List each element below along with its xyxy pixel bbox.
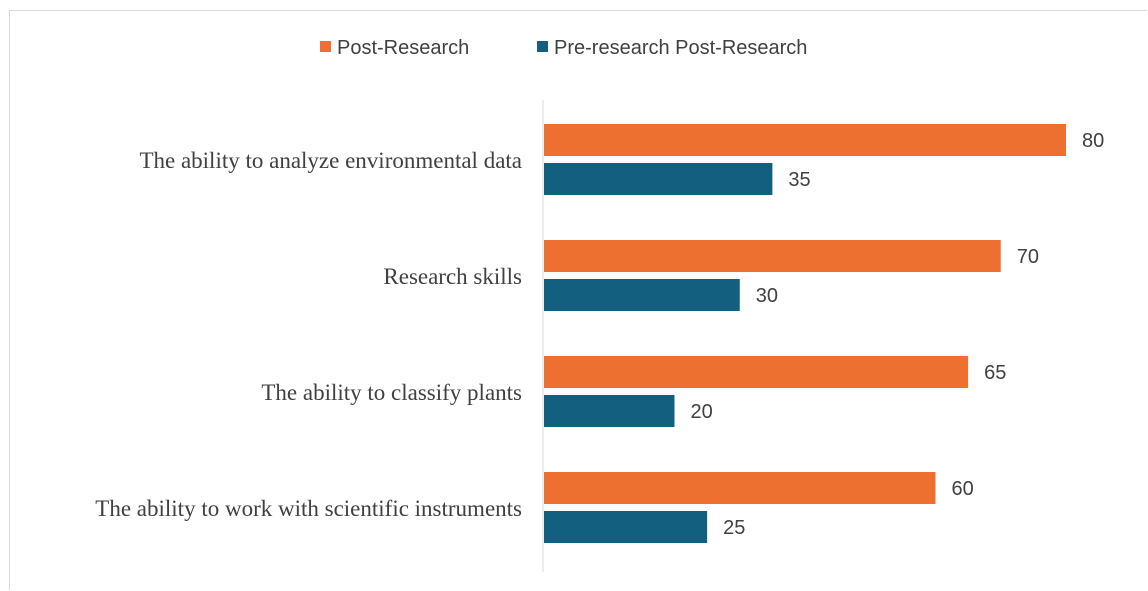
value-label-post-research-research-skills: 70: [1017, 246, 1039, 268]
category-label-research-skills: Research skills: [383, 264, 522, 289]
bar-pre-research-post-research-research-skills: [544, 279, 740, 311]
value-label-pre-research-post-research-the-ability-to-work-with-scientific-instruments: 25: [723, 517, 745, 539]
legend-label-post-research: Post-Research: [337, 37, 469, 59]
category-label-the-ability-to-classify-plants: The ability to classify plants: [261, 380, 522, 405]
bar-post-research-research-skills: [544, 240, 1001, 272]
bar-pre-research-post-research-the-ability-to-analyze-environmental-data: [544, 163, 773, 195]
value-label-post-research-the-ability-to-classify-plants: 65: [984, 362, 1006, 384]
bar-post-research-the-ability-to-work-with-scientific-instruments: [544, 472, 936, 504]
category-label-the-ability-to-work-with-scientific-instruments: The ability to work with scientific inst…: [95, 496, 522, 521]
chart-frame: [9, 10, 1147, 590]
value-label-pre-research-post-research-research-skills: 30: [756, 285, 778, 307]
legend: Post-Research Pre-research Post-Research: [320, 37, 807, 59]
value-label-pre-research-post-research-the-ability-to-analyze-environmental-data: 35: [788, 169, 810, 191]
legend-label-pre-research: Pre-research Post-Research: [554, 37, 807, 59]
bar-post-research-the-ability-to-analyze-environmental-data: [544, 124, 1066, 156]
legend-swatch-pre-research: [537, 41, 548, 52]
bar-post-research-the-ability-to-classify-plants: [544, 356, 969, 388]
bar-pre-research-post-research-the-ability-to-classify-plants: [544, 395, 675, 427]
value-label-post-research-the-ability-to-analyze-environmental-data: 80: [1082, 130, 1104, 152]
category-label-the-ability-to-analyze-environmental-data: The ability to analyze environmental dat…: [139, 148, 522, 173]
bars-group: The ability to analyze environmental dat…: [95, 124, 1104, 543]
value-label-post-research-the-ability-to-work-with-scientific-instruments: 60: [952, 478, 974, 500]
bar-pre-research-post-research-the-ability-to-work-with-scientific-instruments: [544, 511, 708, 543]
legend-swatch-post-research: [320, 41, 331, 52]
value-label-pre-research-post-research-the-ability-to-classify-plants: 20: [691, 401, 713, 423]
